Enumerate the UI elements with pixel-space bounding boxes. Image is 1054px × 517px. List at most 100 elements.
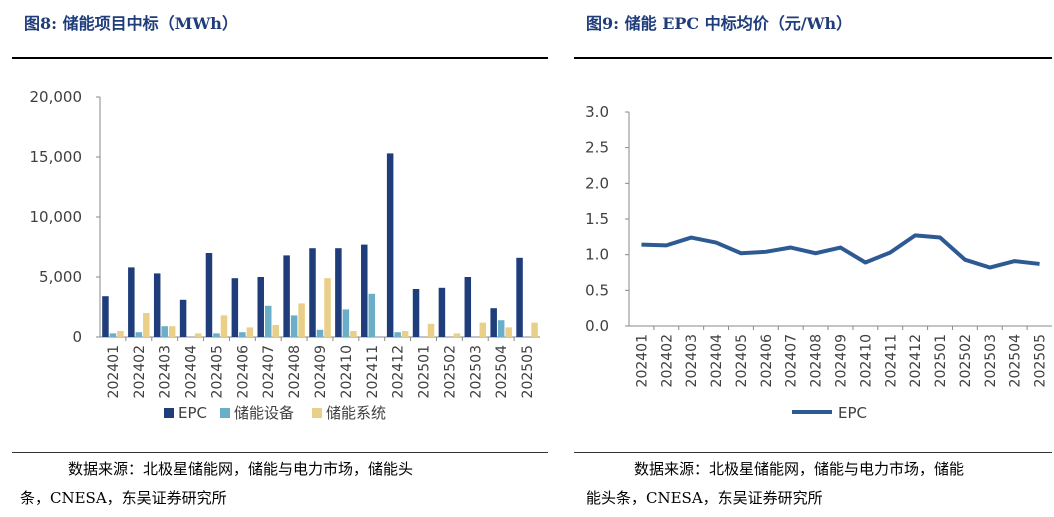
bar-储能系统	[350, 331, 357, 337]
bar-储能设备	[135, 332, 143, 337]
x-tick-label: 202402	[132, 345, 148, 398]
y-tick-label: 2.5	[585, 139, 609, 157]
series-line-EPC	[641, 233, 1040, 270]
bar-储能系统	[220, 315, 228, 337]
x-tick-label: 202410	[858, 334, 874, 387]
bar-储能系统	[505, 327, 512, 337]
y-tick-label: 20,000	[30, 88, 83, 106]
bar-储能设备	[394, 332, 401, 337]
legend-label-EPC: EPC	[178, 404, 207, 422]
x-tick-label: 202406	[759, 334, 775, 388]
x-tick-label: 202412	[391, 345, 407, 398]
bar-EPC	[335, 248, 342, 337]
bar-储能设备	[368, 293, 376, 337]
x-tick-label: 202407	[784, 334, 800, 387]
x-tick-label: 202501	[933, 334, 949, 387]
y-tick-label: 0.5	[585, 281, 609, 299]
bar-储能系统	[531, 322, 538, 337]
x-tick-label: 202410	[339, 345, 355, 398]
bar-储能系统	[479, 322, 487, 337]
bar-储能系统	[401, 331, 409, 337]
y-tick-label: 1.0	[585, 246, 609, 264]
bar-EPC	[309, 248, 316, 337]
bar-储能系统	[117, 331, 124, 337]
x-tick-label: 202408	[809, 334, 825, 387]
bar-EPC	[361, 244, 368, 337]
y-tick-label: 0.0	[585, 317, 609, 335]
right-top-rule	[574, 57, 1052, 59]
bar-储能设备	[161, 326, 168, 337]
x-tick-label: 202401	[106, 345, 122, 398]
bar-储能系统	[453, 333, 461, 337]
right-chart-title: 储能 EPC 中标均价（元/Wh）	[624, 14, 853, 33]
bar-EPC	[283, 255, 290, 337]
x-tick-label: 202411	[883, 334, 899, 387]
bar-储能系统	[168, 326, 176, 337]
x-tick-label: 202403	[684, 334, 700, 387]
right-bottom-rule	[574, 452, 1052, 453]
x-tick-label: 202404	[184, 345, 200, 399]
legend-swatch-EPC	[164, 408, 174, 418]
bar-储能系统	[272, 325, 279, 337]
bar-EPC	[231, 278, 239, 337]
x-tick-label: 202505	[520, 345, 536, 398]
legend-swatch-储能系统	[312, 408, 322, 418]
bar-储能设备	[264, 305, 272, 337]
bar-EPC	[205, 253, 213, 337]
bar-储能系统	[298, 303, 305, 337]
right-figure-label: 图9:	[586, 14, 620, 33]
bar-EPC	[438, 287, 446, 337]
left-source-line2: 条，CNESA，东吴证券研究所	[20, 489, 227, 507]
right-figure-title: 图9: 储能 EPC 中标均价（元/Wh）	[586, 10, 852, 34]
bar-储能设备	[213, 333, 220, 337]
bar-EPC	[386, 153, 394, 337]
x-tick-label: 202406	[235, 345, 251, 399]
y-tick-label: 1.5	[585, 210, 609, 228]
bar-储能系统	[324, 278, 331, 337]
bar-储能设备	[290, 315, 298, 337]
x-tick-label: 202504	[494, 345, 510, 399]
x-tick-label: 202501	[417, 345, 433, 398]
y-tick-label: 5,000	[39, 268, 82, 286]
bar-EPC	[257, 277, 264, 337]
bar-储能设备	[239, 332, 246, 337]
y-tick-label: 10,000	[30, 208, 83, 226]
x-tick-label: 202411	[365, 345, 381, 398]
left-chart-title: 储能项目中标（MWh）	[62, 14, 238, 33]
x-tick-label: 202408	[287, 345, 303, 398]
x-tick-label: 202403	[158, 345, 174, 398]
x-tick-label: 202405	[734, 334, 750, 387]
x-tick-label: 202404	[709, 334, 725, 388]
bar-储能设备	[342, 309, 350, 337]
x-tick-label: 202503	[983, 334, 999, 387]
bar-储能系统	[194, 333, 202, 337]
bar-EPC	[102, 296, 109, 337]
bar-储能系统	[246, 327, 254, 337]
bar-储能设备	[316, 329, 324, 337]
bar-EPC	[179, 299, 187, 337]
legend-swatch-储能设备	[220, 408, 230, 418]
legend-label-EPC: EPC	[838, 404, 867, 422]
bar-储能设备	[497, 320, 505, 337]
legend-label-储能设备: 储能设备	[234, 404, 294, 422]
x-tick-label: 202503	[468, 345, 484, 398]
y-tick-label: 15,000	[30, 148, 83, 166]
bar-储能系统	[143, 313, 150, 337]
y-tick-label: 2.0	[585, 174, 609, 192]
y-tick-label: 3.0	[585, 103, 609, 121]
bar-储能系统	[427, 323, 435, 337]
line-chart: 0.0 0.5 1.0 1.5 2.0 2.5 3.0 202401 202402 202403 2…	[585, 103, 1052, 422]
left-source-note: 数据来源：北极星储能网，储能与电力市场，储能头 条，CNESA，东吴证券研究所	[20, 455, 540, 513]
left-figure-title: 图8: 储能项目中标（MWh）	[24, 10, 238, 34]
left-bottom-rule	[12, 452, 548, 453]
x-tick-label: 202407	[261, 345, 277, 398]
bar-chart: 0 5,000 10,000 15,000 20,000 202401 202402 2024…	[30, 88, 540, 422]
x-tick-label: 202502	[958, 334, 974, 387]
bar-EPC	[490, 308, 497, 337]
x-tick-label: 202502	[442, 345, 458, 398]
bar-EPC	[412, 289, 420, 337]
left-figure-label: 图8:	[24, 14, 58, 33]
bar-EPC	[464, 277, 472, 337]
left-top-rule	[12, 57, 548, 59]
bar-EPC	[128, 267, 135, 337]
